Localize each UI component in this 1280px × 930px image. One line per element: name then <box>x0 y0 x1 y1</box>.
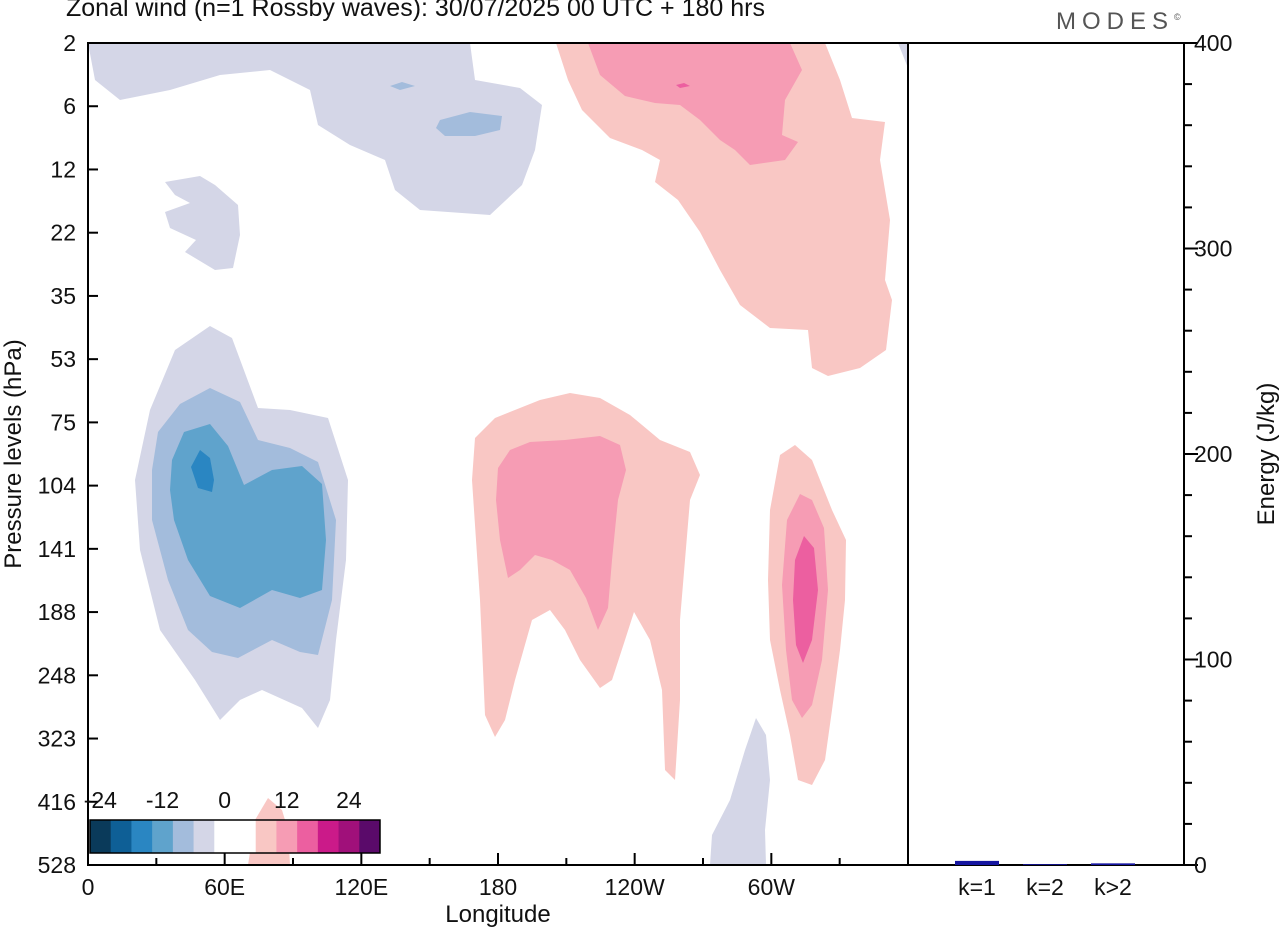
energy-y-label: Energy (J/kg) <box>1253 383 1280 526</box>
contour-pos-strat-l2 <box>588 43 802 165</box>
energy-bar <box>955 860 999 865</box>
energy-category-label: k=1 <box>958 874 996 900</box>
contour-neg-top-right-edge <box>898 43 908 68</box>
colorbar-label: 0 <box>218 787 231 813</box>
energy-tick-label: 0 <box>1194 852 1207 878</box>
colorbar-swatch <box>214 820 236 853</box>
x-tick-label: 180 <box>479 874 517 900</box>
y-tick-label: 188 <box>38 599 76 625</box>
x-tick-label: 60E <box>204 874 245 900</box>
y-tick-label: 323 <box>38 726 76 752</box>
y-tick-label: 75 <box>50 409 76 435</box>
x-tick-label: 120E <box>334 874 388 900</box>
y-tick-label: 53 <box>50 346 76 372</box>
energy-bar <box>1091 863 1135 865</box>
contour-neg-bottom <box>710 718 770 865</box>
contour-neg-strat-inner <box>436 112 502 136</box>
colorbar-label: 24 <box>336 787 362 813</box>
energy-bar-plot: k=1 k=2 k>2 0 100 200 300 400 Energy (J/kg) <box>908 30 1280 900</box>
colorbar-legend: -24 -12 0 12 24 <box>84 787 381 854</box>
energy-category-label: k=2 <box>1026 874 1064 900</box>
colorbar-label: 12 <box>274 787 300 813</box>
energy-bar <box>1023 864 1067 865</box>
contour-x-label: Longitude <box>445 901 550 928</box>
contour-neg-strat-small <box>165 176 240 270</box>
x-tick-label: 60W <box>748 874 796 900</box>
brand-logo: MODES© <box>1056 8 1181 36</box>
contour-x-axis: 0 60E 120E 180 120W 60W <box>82 853 841 900</box>
contour-pos-mid-l2 <box>496 436 626 630</box>
contour-neg-main-l4 <box>191 450 214 492</box>
energy-tick-label: 100 <box>1194 647 1232 673</box>
colorbar-swatch <box>359 820 381 853</box>
contour-y-label: Pressure levels (hPa) <box>0 339 27 568</box>
y-tick-label: 141 <box>38 536 76 562</box>
colorbar-swatch <box>131 820 153 853</box>
colorbar-swatch <box>193 820 215 853</box>
colorbar-swatch <box>172 820 195 853</box>
y-tick-label: 248 <box>38 662 76 688</box>
colorbar-swatch <box>255 820 277 853</box>
y-tick-label: 528 <box>38 852 76 878</box>
x-tick-label: 0 <box>82 874 95 900</box>
energy-category-label: k>2 <box>1094 874 1132 900</box>
y-tick-label: 2 <box>63 30 76 56</box>
colorbar-swatch <box>152 820 174 853</box>
contour-neg-strat-outer <box>88 43 542 215</box>
energy-tick-label: 400 <box>1194 30 1232 56</box>
colorbar-label: -24 <box>84 787 117 813</box>
brand-mark: © <box>1174 12 1181 22</box>
contour-pos-strat-l3 <box>676 83 690 88</box>
colorbar-frame <box>89 819 381 854</box>
colorbar-swatch <box>110 820 132 853</box>
colorbar-swatch <box>297 820 319 853</box>
energy-tick-label: 300 <box>1194 236 1232 262</box>
colorbar-swatch <box>90 820 112 853</box>
colorbar-swatch <box>317 820 340 853</box>
y-tick-label: 12 <box>50 156 76 182</box>
y-tick-label: 6 <box>63 93 76 119</box>
contour-pos-col-l3 <box>793 536 818 663</box>
contour-pos-strat-l1 <box>556 43 892 376</box>
colorbar-swatch <box>338 820 360 853</box>
contour-neg-strat-dot <box>390 82 415 90</box>
contour-y-axis: 2 6 12 22 35 53 75 104 141 188 248 323 416 528 <box>38 30 98 878</box>
y-tick-label: 104 <box>38 473 77 499</box>
contour-plot <box>87 42 909 866</box>
brand-name: MODES <box>1056 8 1175 35</box>
colorbar-swatch <box>276 820 298 853</box>
y-tick-label: 416 <box>38 789 76 815</box>
x-tick-label: 120W <box>605 874 665 900</box>
colorbar-swatch <box>235 820 257 853</box>
chart-title: Zonal wind (n=1 Rossby waves): 30/07/202… <box>66 0 765 22</box>
colorbar-label: -12 <box>146 787 179 813</box>
y-tick-label: 35 <box>50 283 76 309</box>
energy-tick-label: 200 <box>1194 441 1232 467</box>
y-tick-label: 22 <box>50 220 76 246</box>
